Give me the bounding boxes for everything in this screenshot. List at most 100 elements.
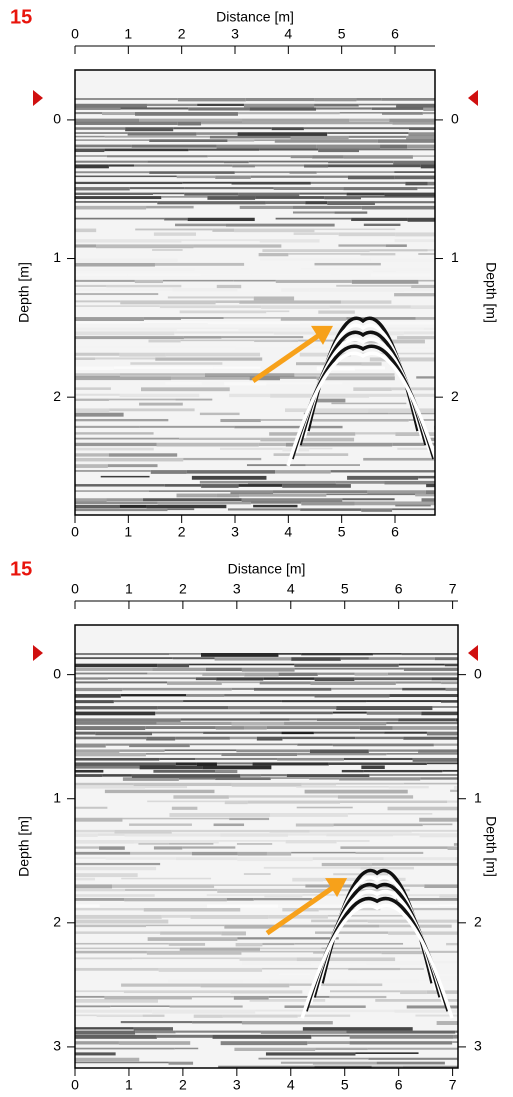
reflection-band: [75, 317, 144, 322]
reflection-band: [132, 957, 240, 960]
reflection-band: [75, 736, 147, 740]
reflection-band: [230, 990, 303, 994]
reflection-band: [289, 983, 326, 986]
reflection-band: [75, 121, 178, 125]
reflection-band: [181, 239, 260, 242]
reflection-band: [75, 464, 108, 468]
reflection-band: [366, 700, 441, 703]
reflection-band: [108, 164, 134, 167]
reflection-band: [372, 268, 397, 272]
reflection-band: [281, 700, 367, 703]
reflection-band: [243, 103, 315, 108]
reflection-band: [250, 501, 302, 504]
reflection-band: [106, 498, 144, 502]
reflection-band: [367, 1047, 458, 1050]
reflection-band: [75, 135, 105, 138]
reflection-band: [110, 1005, 170, 1007]
reflection-band: [75, 357, 96, 361]
reflection-band: [294, 942, 404, 945]
reflection-band: [403, 331, 435, 335]
reflection-band: [286, 774, 370, 778]
reflection-band: [196, 132, 238, 135]
marker: [33, 645, 43, 661]
plot-frame: [74, 624, 459, 1069]
reflection-band: [146, 950, 242, 955]
reflection-band: [274, 139, 378, 143]
reflection-band: [285, 839, 337, 844]
reflection-band: [328, 762, 427, 765]
reflection-band: [386, 753, 458, 755]
reflection-band: [297, 743, 333, 746]
reflection-band: [339, 112, 383, 114]
reflection-band: [439, 894, 458, 898]
reflection-band: [292, 205, 362, 209]
reflection-band: [237, 112, 340, 115]
reflection-band: [75, 284, 107, 287]
reflection-band: [129, 187, 185, 190]
reflection-band: [120, 107, 189, 110]
reflection-band: [426, 731, 458, 736]
reflection-band: [220, 1041, 308, 1046]
reflection-band: [258, 442, 286, 447]
reflection-band: [153, 232, 196, 236]
reflection-band: [75, 663, 158, 668]
reflection-band: [372, 653, 402, 655]
reflection-band: [354, 501, 435, 506]
reflection-band: [245, 98, 315, 102]
arrow: [265, 886, 334, 936]
reflection-band: [282, 736, 356, 740]
reflection-band: [273, 453, 349, 456]
reflection-band: [402, 687, 446, 691]
reflection-band: [288, 253, 361, 255]
reflection-band: [139, 321, 208, 324]
reflection-band: [196, 762, 217, 766]
reflection-band: [300, 321, 381, 324]
y-tick-label: 3: [474, 1038, 482, 1054]
reflection-band: [130, 851, 192, 855]
x-tick-label: 5: [338, 26, 346, 42]
reflection-band: [190, 914, 269, 919]
reflection-band: [327, 132, 409, 134]
x-tick-label: 2: [178, 26, 186, 42]
reflection-band: [75, 470, 151, 472]
reflection-band: [75, 205, 147, 210]
reflection-band: [201, 121, 307, 125]
reflection-band: [75, 107, 121, 110]
reflection-band: [299, 352, 352, 357]
reflection-band: [273, 490, 368, 494]
reflection-band: [314, 228, 396, 231]
reflection-band: [280, 1061, 313, 1064]
reflection-band: [223, 317, 281, 319]
reflection-band: [96, 1014, 143, 1017]
reflection-band: [281, 288, 310, 292]
reflection-band: [332, 711, 367, 714]
reflection-band: [229, 736, 257, 740]
reflection-band: [227, 508, 301, 511]
reflection-band: [150, 470, 187, 474]
reflection-band: [392, 726, 458, 730]
reflection-band: [284, 408, 369, 413]
x-tick-label: 2: [179, 1077, 187, 1093]
reflection-band: [278, 653, 302, 655]
reflection-band: [241, 1021, 333, 1025]
reflection-band: [244, 726, 267, 730]
reflection-band: [189, 743, 298, 746]
reflection-band: [231, 181, 311, 185]
reflection-band: [403, 288, 435, 292]
reflection-band: [301, 653, 373, 656]
reflection-band: [207, 155, 291, 158]
reflection-band: [125, 888, 218, 892]
reflection-band: [183, 457, 262, 461]
reflection-band: [75, 164, 109, 169]
reflection-band: [114, 829, 172, 834]
reflection-band: [255, 1009, 305, 1012]
reflection-band: [361, 205, 435, 210]
reflection-band: [253, 687, 332, 691]
reflection-band: [146, 205, 194, 209]
reflection-band: [231, 687, 254, 690]
reflection-band: [215, 777, 271, 781]
reflection-band: [356, 979, 419, 983]
reflection-band: [294, 373, 395, 376]
reflection-band: [149, 490, 231, 492]
reflection-band: [75, 437, 180, 440]
